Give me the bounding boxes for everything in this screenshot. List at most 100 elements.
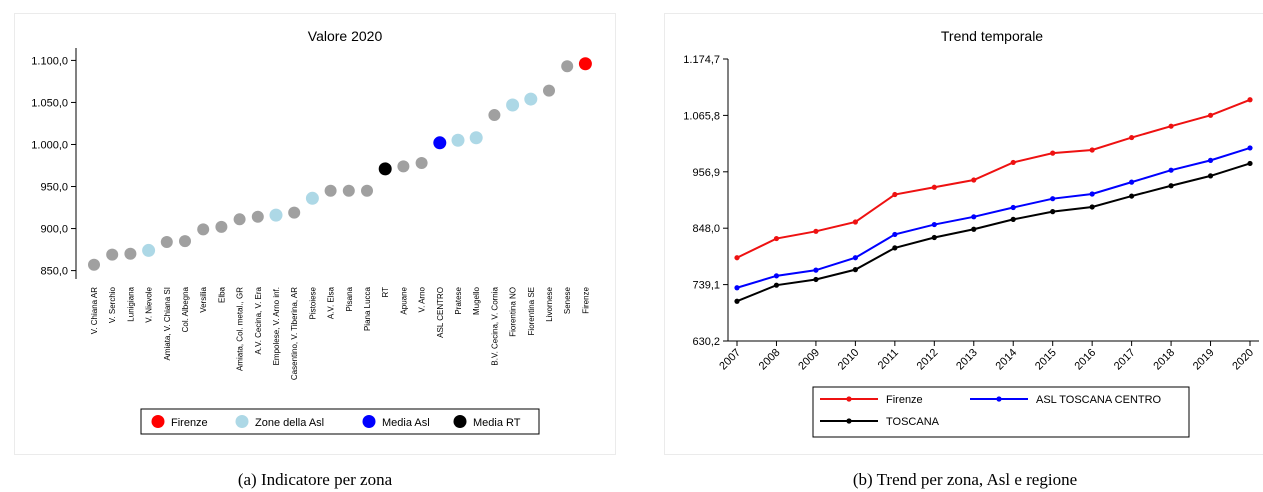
data-point [124,247,137,260]
x-tick-label: 2016 [1072,347,1098,373]
x-tick-label: ASL CENTRO [436,287,445,338]
y-tick-label: 1.100,0 [31,55,68,67]
legend-label: ASL TOSCANA CENTRO [1036,394,1162,406]
x-tick-label: 2011 [876,347,901,372]
legend-marker [453,415,467,428]
legend-label: Media Asl [382,417,430,429]
line-chart: Trend temporale 630,2 739,1 848,0 956,9 1.06… [683,28,1259,438]
data-point [543,84,555,97]
data-point [88,258,100,271]
data-point [506,98,520,112]
data-point [1247,145,1253,151]
x-tick-label: Empolese, V. Arno inf. [272,287,281,365]
y-tick-label: 848,0 [692,223,720,235]
x-tick-label: 2013 [954,347,980,373]
data-point [1050,150,1056,156]
legend-label: TOSCANA [886,416,940,428]
data-point [773,235,780,242]
data-point [233,213,246,226]
data-point [397,160,410,173]
x-tick-label: Casentino, V. Tiberina, AR [290,287,299,380]
data-point [892,191,898,198]
data-point [561,60,574,73]
data-point [305,191,319,205]
y-tick-label: 630,2 [692,336,720,348]
data-point [378,162,392,176]
data-point [1247,160,1253,167]
data-point [852,255,858,261]
x-tick-label: 2014 [994,347,1020,373]
y-tick-label: 739,1 [692,280,720,292]
data-point [361,184,373,197]
x-tick-label: Pisana [345,286,354,311]
legend-label: Zone della Asl [255,417,324,429]
series-toscana [734,160,1253,304]
legend-marker [846,396,852,402]
data-point [269,208,283,222]
data-point [251,210,264,223]
y-tick-label: 1.065,8 [683,110,720,122]
data-point [288,206,301,219]
data-point [142,243,156,257]
series-firenze [734,97,1253,261]
x-tick-label: A.V. Elsa [327,286,336,319]
y-tick-label: 956,9 [692,167,720,179]
x-tick-label: Piana Lucca [363,286,372,331]
x-tick-label: Firenze [581,286,590,313]
data-point [160,236,173,249]
y-tick-label: 900,0 [40,224,68,236]
chart-panel-time-trend: Trend temporale 630,2 739,1 848,0 956,9 1.06… [665,14,1263,454]
x-tick-label: Apuane [399,286,408,314]
data-point [106,248,119,261]
legend: Firenze Zone della Asl Media Asl Media RT [140,408,540,435]
figure-caption-a: (a) Indicatore per zona [237,470,393,489]
x-tick-label: Fiorentina NO [509,287,518,337]
legend-marker [996,396,1002,402]
legend-marker [151,415,165,428]
legend-label: Firenze [886,394,923,406]
data-point [342,184,355,197]
series-line [736,146,1251,289]
legend-box [812,386,1190,438]
data-point [1089,147,1095,153]
x-tick-label: Elba [217,286,226,303]
legend-marker [235,415,249,428]
data-point [931,234,937,241]
data-point [1089,191,1095,197]
data-point [971,226,977,232]
x-tick-label: 2019 [1191,347,1217,373]
y-tick-label: 1.000,0 [31,139,68,151]
legend: Firenze ASL TOSCANA CENTRO TOSCANA [812,386,1190,438]
x-tick-label: V. Serchio [108,286,117,323]
x-tick-label: 2007 [717,347,743,373]
x-tick-label: 2009 [796,347,822,373]
y-tick-label: 850,0 [40,266,68,278]
data-point [813,276,819,283]
x-tick-label: Fiorentina SE [527,287,536,335]
data-point [324,184,337,197]
data-point [433,136,447,150]
legend-marker [362,415,376,428]
figure-caption-b: (b) Trend per zona, Asl e regione [852,470,1078,489]
data-point [852,267,858,273]
data-point [773,282,780,288]
data-point [931,221,937,228]
y-tick-label: 950,0 [40,182,68,194]
data-point [971,177,977,183]
x-tick-label: A.V. Cecina, V. Era [254,286,263,354]
data-point [773,273,780,279]
data-point [1168,123,1174,129]
data-point [931,184,937,190]
data-point [179,235,191,248]
data-point [1207,173,1214,179]
legend-label: Media RT [473,417,521,429]
data-point [1129,134,1135,141]
legend-marker [846,418,852,424]
x-tick-label: V. Arno [418,286,427,312]
x-tick-label: Mugello [472,286,481,315]
x-tick-label: Senese [563,286,572,314]
data-point [215,220,228,233]
data-point [1168,183,1174,189]
x-tick-label: Amiata, V. Chiana SI [163,287,172,361]
y-tick-label: 1.174,7 [683,54,720,66]
